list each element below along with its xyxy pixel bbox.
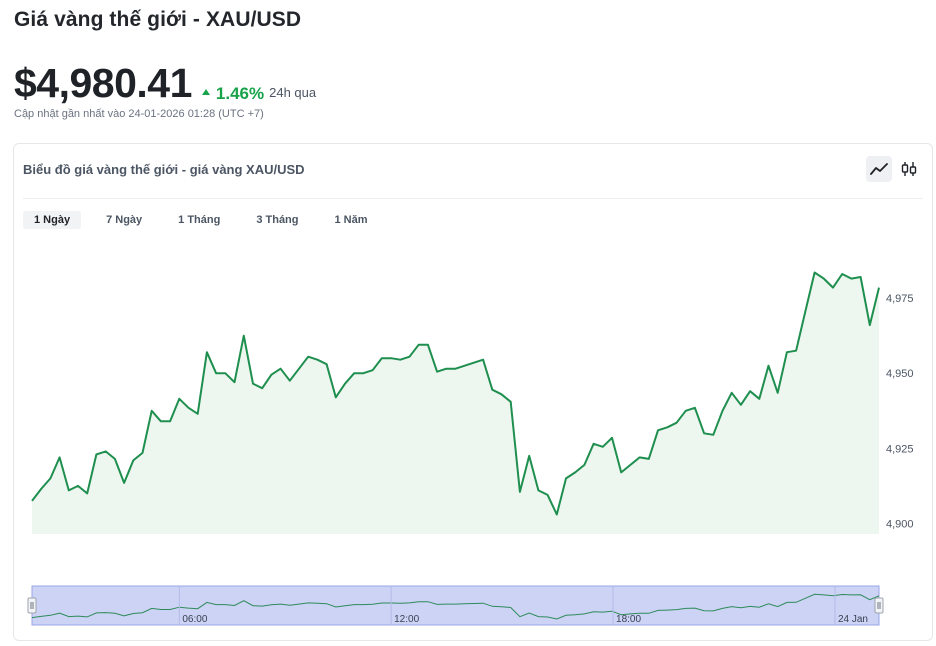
- chart-title: Biểu đồ giá vàng thế giới - giá vàng XAU…: [23, 162, 305, 177]
- y-tick-label: 4,975: [886, 293, 914, 305]
- change-percent: 1.46%: [215, 84, 265, 103]
- candlestick-button[interactable]: [896, 156, 922, 182]
- candlestick-icon: [901, 162, 917, 176]
- navigator-x-label: 12:00: [394, 614, 419, 625]
- y-tick-label: 4,950: [886, 368, 914, 380]
- price-line: [31, 271, 880, 516]
- range-1-month[interactable]: 1 Tháng: [178, 214, 221, 226]
- line-chart-button[interactable]: [866, 156, 892, 182]
- navigator[interactable]: 06:00 12:00 18:00 24 Jan: [27, 585, 884, 626]
- y-tick-label: 4,900: [886, 518, 914, 530]
- navigator-x-label: 06:00: [182, 614, 207, 625]
- chart-type-switch: [866, 156, 922, 182]
- navigator-line: [31, 593, 880, 620]
- navigator-x-label: 24 Jan: [838, 614, 868, 625]
- range-selector: 1 Ngày 7 Ngày 1 Tháng 3 Tháng 1 Năm: [23, 211, 389, 229]
- last-updated: Cập nhật gần nhất vào 24-01-2026 01:28 (…: [14, 108, 264, 120]
- current-price: $4,980.41: [14, 60, 192, 106]
- price-area: [32, 272, 879, 534]
- navigator-selection: [31, 585, 880, 626]
- range-3-months[interactable]: 3 Tháng: [256, 214, 299, 226]
- range-1-day[interactable]: 1 Ngày: [23, 211, 82, 229]
- page-title: Giá vàng thế giới - XAU/USD: [14, 8, 302, 31]
- price-row: $4,980.41 1.46% 24h qua: [14, 60, 316, 107]
- navigator-handle-right[interactable]: [874, 597, 884, 614]
- range-7-days[interactable]: 7 Ngày: [106, 214, 143, 226]
- line-chart-icon: [870, 163, 888, 175]
- arrow-up-icon: [201, 89, 210, 95]
- price-change: 1.46%: [201, 84, 265, 104]
- range-1-year[interactable]: 1 Năm: [334, 214, 368, 226]
- navigator-handle-left[interactable]: [27, 597, 37, 614]
- navigator-x-label: 18:00: [616, 614, 641, 625]
- change-period: 24h qua: [269, 85, 317, 100]
- y-tick-label: 4,925: [886, 443, 914, 455]
- card-divider: [23, 198, 923, 199]
